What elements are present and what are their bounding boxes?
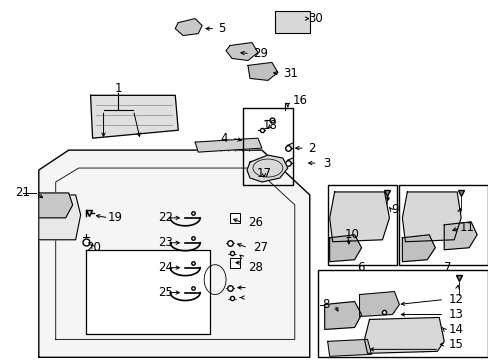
Polygon shape [90, 95, 178, 138]
Text: 27: 27 [252, 241, 267, 254]
Polygon shape [329, 235, 361, 262]
Text: 16: 16 [292, 94, 307, 107]
Text: 18: 18 [263, 119, 277, 132]
Text: 26: 26 [247, 216, 263, 229]
Polygon shape [443, 222, 476, 250]
Text: 23: 23 [158, 236, 173, 249]
Text: 29: 29 [252, 47, 267, 60]
Polygon shape [195, 138, 262, 152]
Text: 19: 19 [107, 211, 122, 224]
Polygon shape [402, 235, 434, 262]
Text: 2: 2 [307, 141, 315, 155]
Bar [399, 185, 487, 265]
Polygon shape [359, 292, 399, 316]
Text: 9: 9 [390, 203, 398, 216]
Text: 25: 25 [158, 286, 173, 299]
Text: 4: 4 [220, 132, 227, 145]
Bar [327, 185, 397, 265]
Text: 24: 24 [158, 261, 173, 274]
Polygon shape [39, 193, 73, 218]
Polygon shape [324, 302, 361, 329]
Polygon shape [329, 192, 388, 242]
Text: 17: 17 [256, 167, 271, 180]
Text: 12: 12 [447, 293, 462, 306]
Polygon shape [246, 155, 287, 182]
Polygon shape [364, 318, 443, 353]
Bar [317, 270, 487, 357]
Polygon shape [225, 42, 258, 60]
Text: 13: 13 [447, 308, 462, 321]
Text: 5: 5 [218, 22, 225, 35]
Bar [243, 108, 292, 185]
Text: 15: 15 [447, 338, 462, 351]
Text: 14: 14 [447, 323, 462, 336]
Text: 10: 10 [344, 228, 359, 241]
Text: 20: 20 [86, 241, 101, 254]
Polygon shape [39, 150, 309, 357]
Polygon shape [175, 19, 202, 36]
Text: 7: 7 [444, 261, 451, 274]
Polygon shape [327, 339, 371, 356]
Text: 31: 31 [282, 67, 297, 80]
Polygon shape [247, 62, 277, 80]
Text: 8: 8 [322, 298, 329, 311]
Text: 3: 3 [322, 157, 329, 170]
Text: 21: 21 [15, 186, 30, 199]
Text: 11: 11 [459, 221, 474, 234]
Bar [274, 11, 309, 32]
Polygon shape [85, 250, 210, 334]
Bar [229, 258, 240, 268]
Text: 28: 28 [247, 261, 263, 274]
Text: 30: 30 [307, 12, 322, 25]
Text: 1: 1 [115, 82, 122, 95]
Bar [229, 213, 240, 223]
Text: 6: 6 [356, 261, 364, 274]
Polygon shape [402, 192, 460, 242]
Text: 22: 22 [158, 211, 173, 224]
Polygon shape [39, 195, 81, 240]
